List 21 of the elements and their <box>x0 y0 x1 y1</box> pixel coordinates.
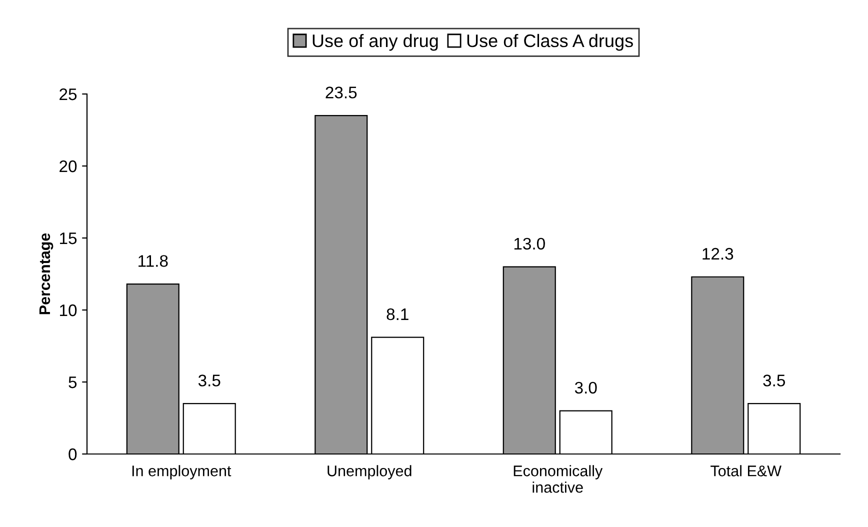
y-axis-title: Percentage <box>39 233 54 314</box>
x-tick-label: Unemployed <box>328 465 412 480</box>
x-tick-label: Economically inactive <box>514 465 603 493</box>
data-label: 3.5 <box>763 374 785 386</box>
data-label: 13.0 <box>514 238 545 250</box>
data-label: 12.3 <box>702 248 734 260</box>
data-label: 11.8 <box>138 255 168 267</box>
data-label: 3.0 <box>574 382 597 394</box>
y-tick-label: 10 <box>60 304 77 316</box>
x-tick-label: In employment <box>132 465 232 480</box>
y-tick-label: 5 <box>68 376 77 388</box>
data-label: 3.5 <box>198 374 220 386</box>
y-tick-label: 20 <box>60 160 77 172</box>
data-label: 8.1 <box>386 308 408 320</box>
y-tick-label: 0 <box>68 448 77 460</box>
legend-label: Use of any drug <box>312 34 438 51</box>
legend-label: Use of Class A drugs <box>467 34 633 51</box>
y-tick-label: 15 <box>60 232 77 244</box>
data-label: 23.5 <box>326 86 357 98</box>
y-tick-label: 25 <box>60 88 77 100</box>
x-tick-label: Total E&W <box>710 465 782 476</box>
